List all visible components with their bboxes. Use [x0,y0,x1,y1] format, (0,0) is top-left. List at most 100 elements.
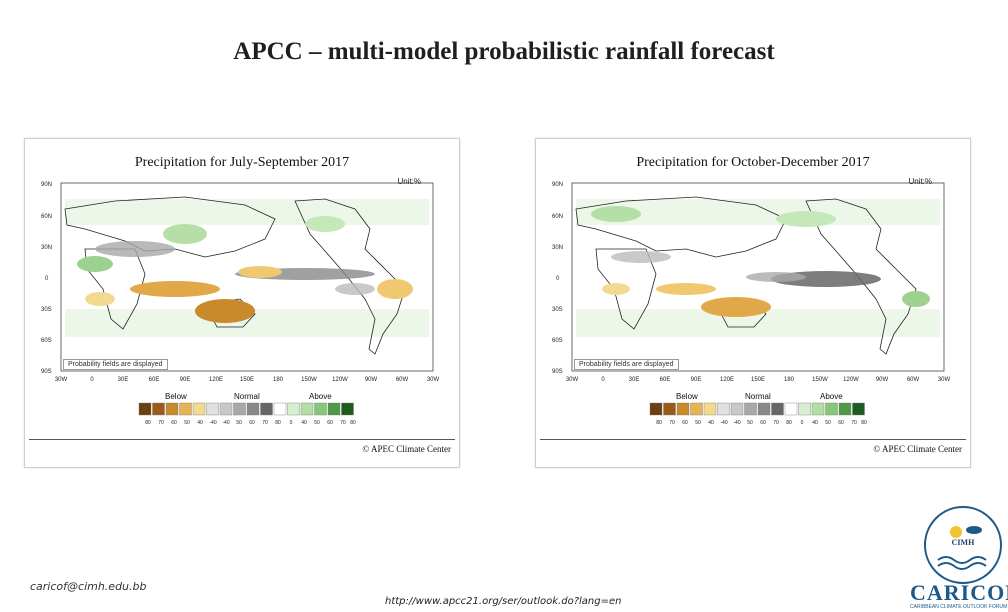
legend-tick: 50 [747,420,753,426]
lat-axis: 90N 60N 30N 0 30S 60S 90S [552,182,563,375]
above-normal-region [902,291,930,307]
legend-swatches [649,402,865,416]
lat-label: 90S [41,369,52,375]
continent-europe-asia [575,196,787,258]
footer-divider [29,439,455,440]
legend-tick: 70 [262,420,268,426]
legend-swatch [260,402,273,416]
legend-tick: 0 [801,420,804,426]
probability-note: Probability fields are displayed [574,359,679,370]
legend-tick: 70 [158,420,164,426]
legend-swatch [798,402,811,416]
lon-label: 30E [118,377,129,383]
normal-region [95,241,175,257]
legend-tick: 70 [773,420,779,426]
legend-swatch [784,402,798,416]
lat-label: 0 [556,276,560,282]
legend-normal-label: Normal [745,392,771,401]
lon-label: 90W [876,377,889,383]
legend-tick: 50 [695,420,701,426]
above-normal-region [305,216,345,232]
cimh-text: CIMH [951,538,975,547]
lon-label: 30W [566,377,579,383]
lat-label: 0 [45,276,49,282]
lon-label: 120E [209,377,223,383]
legend-tick: -40 [720,420,727,426]
legend-below-label: Below [676,392,698,401]
legend-swatch [717,402,730,416]
lon-axis: 30W 0 30E 60E 90E 120E 150E 180 150W 120… [55,377,440,383]
legend-swatch [690,402,703,416]
sun-icon [937,526,987,570]
legend-swatches [138,402,354,416]
legend-swatch [852,402,865,416]
lon-label: 30W [55,377,68,383]
below-normal-region [238,266,282,278]
lon-label: 120W [843,377,859,383]
legend-normal-label: Normal [234,392,260,401]
legend-tick: 80 [350,420,356,426]
lat-label: 60N [41,214,52,220]
legend-swatch [165,402,179,416]
lon-label: 60W [907,377,920,383]
legend-swatch [744,402,757,416]
caricof-tagline: CARIBBEAN CLIMATE OUTLOOK FORUM [910,604,1008,610]
lon-label: 120W [332,377,348,383]
legend-tick: 70 [851,420,857,426]
lon-label: 0 [90,377,94,383]
legend-tick: 70 [340,420,346,426]
forecast-panel-jas: 90N 60N 30N 0 30S 60S 90S 30W 0 30E 60E … [24,138,460,468]
legend-swatch [327,402,341,416]
lon-label: 90W [365,377,378,383]
lon-label: 150E [240,377,254,383]
legend-tick: 60 [682,420,688,426]
above-normal-region [77,256,113,272]
below-normal-region [195,299,255,323]
legend-tick: 50 [236,420,242,426]
continent-europe-asia [64,196,276,258]
legend-swatch [757,402,771,416]
legend-tick: -40 [733,420,740,426]
legend-ticks: 80 70 60 50 40 -40 -40 50 60 70 80 0 40 … [145,420,356,426]
caricof-wordmark: CARICOF [910,580,1008,605]
lon-label: 60W [396,377,409,383]
lon-label: 150W [812,377,828,383]
legend-swatch [663,402,676,416]
above-normal-region [163,224,207,244]
legend-tick: 0 [290,420,293,426]
legend-tick: 60 [327,420,333,426]
legend-tick: 60 [171,420,177,426]
probability-note: Probability fields are displayed [63,359,168,370]
legend-swatch [730,402,744,416]
footer-divider [540,439,966,440]
forecast-panel-ond: 90N 60N 30N 0 30S 60S 90S 30W 0 30E 60E … [535,138,971,468]
lon-label: 120E [720,377,734,383]
legend-swatch [771,402,784,416]
lat-label: 30S [41,307,52,313]
lon-label: 60E [660,377,671,383]
cimh-seal: CIMH [924,506,1002,584]
contact-email[interactable]: caricof@cimh.edu.bb [30,580,147,593]
legend-swatch [341,402,354,416]
lon-label: 0 [601,377,605,383]
legend-tick: 50 [184,420,190,426]
legend-swatch [314,402,327,416]
unit-label: Unit:% [397,177,421,186]
legend-tick: -40 [222,420,229,426]
legend-below-label: Below [165,392,187,401]
legend-tick: 50 [314,420,320,426]
lat-label: 60S [41,338,52,344]
legend-swatch [192,402,206,416]
legend-swatch [273,402,287,416]
legend-swatch [219,402,233,416]
lon-label: 150W [301,377,317,383]
source-url[interactable]: http://www.apcc21.org/ser/outlook.do?lan… [385,596,622,607]
legend-swatch [233,402,246,416]
legend-swatch [649,402,663,416]
legend-tick: 80 [786,420,792,426]
caricof-logo: CIMH CARICOF CARIBBEAN CLIMATE OUTLOOK F… [906,500,1008,612]
lat-label: 60S [552,338,563,344]
legend-tick: 70 [669,420,675,426]
below-normal-region [130,281,220,297]
below-normal-region [656,283,716,295]
